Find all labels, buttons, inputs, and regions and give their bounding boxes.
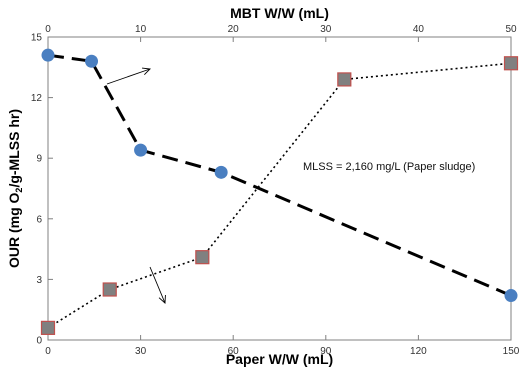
bottom-axis-arrow [149,266,166,304]
top-tick-label: 10 [135,24,147,35]
top-axis-arrow-head [142,67,151,75]
series-1-point [504,289,518,303]
y-axis-ticks: 0 3 6 9 12 15 [31,33,53,347]
y-axis-title-part-1: OUR (mg O [6,192,22,268]
y-axis-title-subscript: 2 [14,188,24,193]
series-layer [40,48,519,335]
series-2-point [503,56,519,71]
series-1-point [85,54,99,68]
top-axis-ticks: 0 10 20 30 40 50 [45,24,517,42]
y-tick-label: 0 [36,336,42,347]
top-axis-arrow [106,67,151,85]
bottom-tick-label: 30 [135,346,147,357]
series-2-point [195,250,210,265]
plot-area [47,36,512,341]
y-tick-label: 6 [36,214,42,225]
bottom-axis-arrow-shaft [149,266,166,304]
y-axis-title: OUR (mg O2/g-MLSS hr) [6,109,24,268]
top-tick-label: 50 [505,24,517,35]
bottom-tick-label: 90 [320,346,332,357]
top-axis-title: MBT W/W (mL) [230,5,329,21]
bottom-tick-label: 120 [410,346,427,357]
y-tick-label: 15 [31,33,43,44]
top-tick-label: 0 [45,24,51,35]
bottom-tick-label: 0 [45,346,51,357]
bottom-axis-arrow-head [158,294,166,304]
bottom-axis-ticks: 0 30 60 90 120 150 [45,335,519,357]
series-1-point [134,143,148,157]
top-tick-label: 20 [228,24,240,35]
series-2-point [102,282,117,297]
series-1-point [41,48,55,62]
y-tick-label: 12 [31,93,43,104]
bottom-tick-label: 60 [228,346,240,357]
bottom-tick-label: 150 [503,346,519,357]
top-tick-label: 40 [413,24,425,35]
y-tick-label: 9 [36,154,42,165]
series-2-point [40,320,56,335]
mlss-annotation: MLSS = 2,160 mg/L (Paper sludge) [303,161,475,173]
y-axis-title-part-2: /g-MLSS hr) [6,109,22,188]
annotation-arrows [106,67,166,304]
plot-border [47,36,512,341]
top-tick-label: 30 [320,24,332,35]
series-1-line [47,53,512,297]
top-axis-arrow-shaft [106,68,151,85]
series-2-point [337,72,352,87]
series-1-point [214,165,228,179]
bottom-axis-title: Paper W/W (mL) [226,351,333,367]
y-tick-label: 3 [36,275,42,286]
